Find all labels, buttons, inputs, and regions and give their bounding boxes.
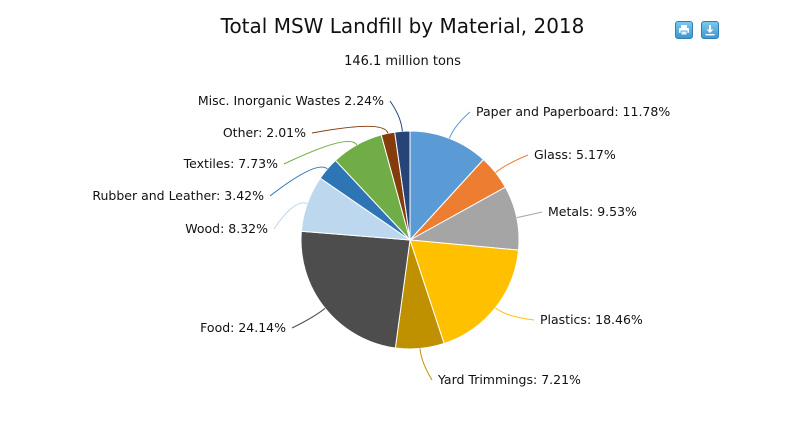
connector-line	[419, 348, 433, 381]
slice-label: Metals: 9.53%	[548, 204, 637, 219]
chart-subtitle: 146.1 million tons	[344, 54, 461, 69]
slice-label: Yard Trimmings: 7.21%	[437, 372, 581, 387]
download-icon	[705, 25, 715, 36]
slice-label: Other: 2.01%	[223, 125, 306, 140]
slice-label: Food: 24.14%	[200, 320, 286, 335]
connector-line	[269, 166, 328, 197]
print-button[interactable]	[675, 21, 693, 39]
connector-line	[389, 100, 403, 132]
connector-line	[516, 211, 543, 219]
connector-line	[495, 154, 529, 173]
slice-label: Paper and Paperboard: 11.78%	[476, 104, 670, 119]
connector-line	[273, 202, 308, 230]
chart-title: Total MSW Landfill by Material, 2018	[220, 14, 585, 38]
printer-icon	[679, 25, 689, 36]
pie-slice-plastics[interactable]	[409, 239, 520, 345]
slice-label: Wood: 8.32%	[185, 221, 268, 236]
connector-line	[311, 125, 389, 134]
download-button[interactable]	[701, 21, 719, 39]
connector-line	[494, 307, 535, 321]
connector-line	[291, 307, 326, 329]
pie-slice-food[interactable]	[300, 230, 411, 349]
slice-label: Glass: 5.17%	[534, 147, 616, 162]
connector-line	[448, 111, 471, 139]
slice-label: Rubber and Leather: 3.42%	[92, 188, 264, 203]
slice-label: Plastics: 18.46%	[540, 312, 643, 327]
slice-label: Misc. Inorganic Wastes 2.24%	[198, 93, 384, 108]
connector-line	[283, 140, 358, 165]
slice-label: Textiles: 7.73%	[183, 156, 278, 171]
